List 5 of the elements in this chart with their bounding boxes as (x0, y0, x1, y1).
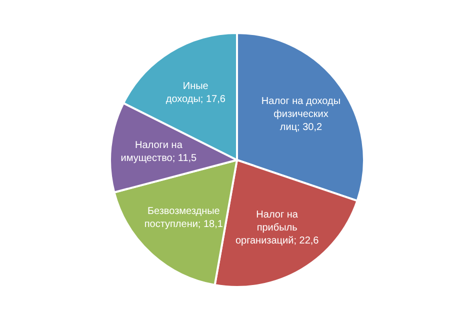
slice-label: Иные доходы; 17,6 (166, 81, 226, 106)
slice-label: Безвозмездные поступлени; 18,1 (144, 206, 224, 230)
slice-label: Налог на прибыль организаций; 22,6 (235, 210, 320, 247)
slice-label: Налог на доходы физических лиц; 30,2 (261, 96, 341, 133)
slice-label: Налоги на имущество; 11,5 (120, 140, 198, 164)
